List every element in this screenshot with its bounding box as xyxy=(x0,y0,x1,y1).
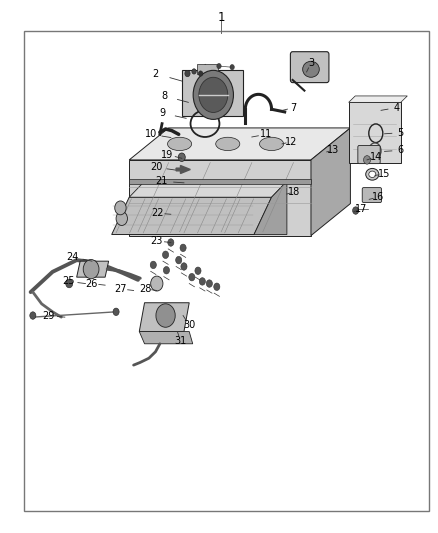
FancyBboxPatch shape xyxy=(362,188,381,203)
Circle shape xyxy=(353,207,359,214)
Circle shape xyxy=(168,239,174,246)
Circle shape xyxy=(206,280,212,287)
Circle shape xyxy=(199,278,205,285)
Text: 1: 1 xyxy=(217,11,225,23)
Circle shape xyxy=(176,256,182,264)
Text: 6: 6 xyxy=(398,146,404,155)
Text: 23: 23 xyxy=(151,236,163,246)
Text: 4: 4 xyxy=(393,103,399,112)
Text: 22: 22 xyxy=(152,208,164,218)
Text: 9: 9 xyxy=(159,108,165,118)
Text: 18: 18 xyxy=(288,187,300,197)
Text: 15: 15 xyxy=(378,169,390,179)
Text: 3: 3 xyxy=(308,58,314,68)
Text: 21: 21 xyxy=(155,176,167,186)
Text: 16: 16 xyxy=(372,192,384,202)
Text: 29: 29 xyxy=(42,311,54,320)
Polygon shape xyxy=(112,197,272,235)
Text: 28: 28 xyxy=(139,284,152,294)
Circle shape xyxy=(163,266,170,274)
Text: 31: 31 xyxy=(174,336,187,346)
Circle shape xyxy=(150,261,156,269)
Circle shape xyxy=(178,153,185,161)
FancyBboxPatch shape xyxy=(290,52,329,83)
Polygon shape xyxy=(349,96,407,102)
Circle shape xyxy=(189,273,195,281)
Circle shape xyxy=(364,156,371,164)
Text: 24: 24 xyxy=(66,252,78,262)
Circle shape xyxy=(193,70,233,119)
Circle shape xyxy=(192,69,196,74)
Text: 26: 26 xyxy=(85,279,97,288)
Circle shape xyxy=(116,212,127,225)
Text: 12: 12 xyxy=(285,137,297,147)
Polygon shape xyxy=(77,261,109,277)
Circle shape xyxy=(156,304,175,327)
Polygon shape xyxy=(139,303,189,332)
Text: 7: 7 xyxy=(290,103,297,112)
Text: 5: 5 xyxy=(398,128,404,138)
FancyArrow shape xyxy=(176,165,191,173)
Bar xyxy=(129,179,311,184)
Polygon shape xyxy=(349,102,401,163)
Polygon shape xyxy=(182,70,243,116)
Text: 8: 8 xyxy=(161,91,167,101)
Polygon shape xyxy=(311,128,350,236)
Circle shape xyxy=(83,260,99,279)
Circle shape xyxy=(198,71,203,76)
Circle shape xyxy=(180,244,186,252)
Circle shape xyxy=(115,201,126,215)
Polygon shape xyxy=(129,181,287,197)
Text: 17: 17 xyxy=(355,205,367,214)
Circle shape xyxy=(217,63,221,69)
Ellipse shape xyxy=(303,61,319,77)
Circle shape xyxy=(66,279,73,288)
Bar xyxy=(197,64,218,74)
Circle shape xyxy=(214,283,220,290)
Ellipse shape xyxy=(366,168,379,180)
Ellipse shape xyxy=(259,137,284,151)
Ellipse shape xyxy=(369,171,376,177)
Text: 30: 30 xyxy=(183,320,195,330)
Text: 19: 19 xyxy=(161,150,173,159)
Polygon shape xyxy=(129,160,311,236)
Circle shape xyxy=(230,64,234,70)
Text: 13: 13 xyxy=(327,146,339,155)
Polygon shape xyxy=(139,332,193,344)
Ellipse shape xyxy=(216,137,240,151)
Text: 11: 11 xyxy=(260,130,272,139)
Circle shape xyxy=(162,251,169,259)
Text: 14: 14 xyxy=(370,152,382,161)
Text: 27: 27 xyxy=(114,284,127,294)
Text: 20: 20 xyxy=(151,163,163,172)
Circle shape xyxy=(199,77,228,112)
Text: 10: 10 xyxy=(145,130,157,139)
FancyBboxPatch shape xyxy=(358,146,380,164)
Text: 25: 25 xyxy=(63,277,75,286)
Ellipse shape xyxy=(167,137,191,151)
Polygon shape xyxy=(129,128,350,160)
Circle shape xyxy=(185,70,190,77)
Text: 2: 2 xyxy=(152,69,159,78)
Circle shape xyxy=(113,308,119,316)
Circle shape xyxy=(30,312,36,319)
Circle shape xyxy=(195,267,201,274)
Circle shape xyxy=(151,276,163,291)
Polygon shape xyxy=(254,181,287,235)
Circle shape xyxy=(181,263,187,270)
